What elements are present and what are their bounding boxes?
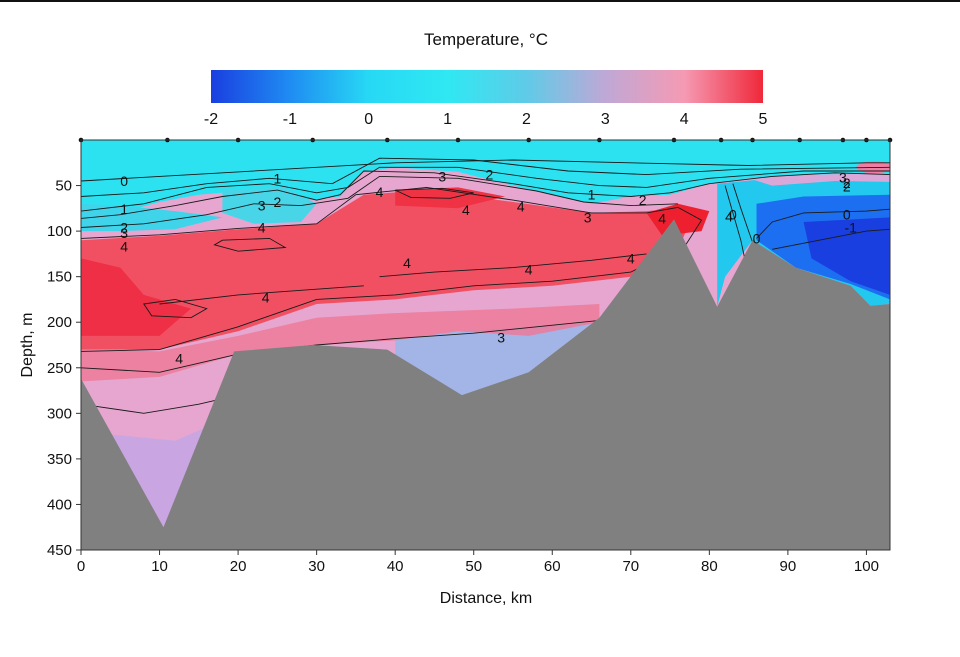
contour-label: 4 [725,209,733,225]
y-tick-label: 200 [47,314,72,331]
isotherm-4-upper [81,186,703,352]
isotherm-2 [81,166,890,212]
contour-label: 4 [376,184,384,200]
contour-label: 0 [843,207,851,223]
field-cyan-tongue [222,187,317,224]
contour-label: 4 [525,261,533,277]
x-tick-label: 10 [151,558,168,575]
contour-label: 4 [262,290,270,306]
contour-label: 0 [729,207,737,223]
colorbar-tick-label: 4 [680,111,689,128]
x-tick-label: 70 [622,558,639,575]
contour-label: 3 [584,209,592,225]
x-tick-label: 30 [308,558,325,575]
contour-label: 2 [486,167,494,183]
field-hot-right [646,203,710,236]
field-warm-core [81,190,694,350]
isotherm-3-deep [81,319,600,373]
x-tick-label: 80 [701,558,718,575]
isotherm-ridge-b [732,183,753,243]
top-border [0,0,960,2]
isotherm-m1-right [772,228,890,250]
seafloor-bathymetry [81,219,890,551]
contour-label: 4 [462,202,470,218]
colorbar-title: Temperature, °C [424,30,548,49]
y-tick-label: 150 [47,269,72,286]
contour-label: 3 [839,169,847,185]
contour-label: 4 [175,351,183,367]
x-axis-label: Distance, km [440,590,532,607]
y-tick-label: 400 [47,496,72,513]
y-tick-label: 50 [55,178,72,195]
contour-label: 3 [438,168,446,184]
isotherm-4-loop-mid [213,237,287,252]
isotherm-1 [81,170,890,219]
isotherm-contours [81,157,890,414]
y-tick-label: 250 [47,360,72,377]
contour-label: 4 [627,250,635,266]
contour-label: 0 [753,230,761,246]
contour-label: 4 [517,199,525,215]
x-tick-label: 60 [544,558,561,575]
field-warm-streak [748,173,890,186]
y-tick-label: 350 [47,451,72,468]
isotherm-4-mid [379,253,647,278]
isotherm-3 [81,175,678,228]
x-tick-label: 40 [387,558,404,575]
contour-label: 3 [258,198,266,214]
contour-label: 3 [497,330,505,346]
contour-label: 4 [658,210,666,226]
y-axis: 50 100 150 200 250 300 350 400 450 [47,178,81,559]
colorbar [211,70,763,103]
contour-label: 4 [120,239,128,255]
contour-label: 2 [843,179,851,195]
contour-label: 1 [274,170,282,186]
contour-label: 4 [403,255,411,271]
isotherm-0-right [756,208,890,239]
contour-label: 3 [120,225,128,241]
x-tick-label: 100 [854,558,879,575]
y-tick-label: 100 [47,223,72,240]
isotherm-4-loop-hot [395,187,474,199]
contour-label: 2 [843,175,851,191]
y-tick-label: 450 [47,542,72,559]
contour-label: 2 [274,194,282,210]
colorbar-tick-label: 0 [364,111,373,128]
isotherm-0-5 [81,157,890,197]
colorbar-ticks: -2 -1 0 1 2 3 4 5 [204,111,768,128]
contour-label: 2 [639,192,647,208]
x-tick-label: 0 [77,558,85,575]
isotherm-4-loop-left [143,298,208,319]
contour-label: 1 [120,201,128,217]
colorbar-tick-label: 1 [443,111,452,128]
colorbar-tick-label: -1 [283,111,297,128]
plot-frame [80,139,891,551]
y-axis-label: Depth, m [19,313,36,378]
colorbar-tick-label: 2 [522,111,531,128]
x-tick-label: 50 [465,558,482,575]
x-axis: 0 10 20 30 40 50 60 70 80 90 100 [77,550,879,575]
contour-label: 4 [258,220,266,236]
x-tick-label: 90 [780,558,797,575]
contour-label: 1 [588,187,596,203]
colorbar-tick-label: 5 [759,111,768,128]
contour-label: 2 [120,220,128,236]
contour-label: -1 [844,220,857,236]
field-cyan-lens-left [81,203,223,232]
field-deepest-blue [803,217,890,295]
colorbar-tick-label: -2 [204,111,218,128]
colorbar-tick-label: 3 [601,111,610,128]
y-tick-label: 300 [47,405,72,422]
x-tick-label: 20 [230,558,247,575]
isotherm-0-surface [81,159,890,182]
contour-label: 0 [120,173,128,189]
isotherm-4-left [159,285,364,305]
